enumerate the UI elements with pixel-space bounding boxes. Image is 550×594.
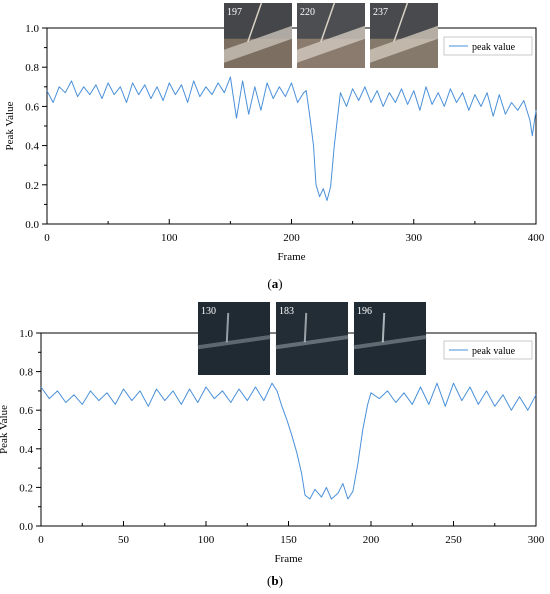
- thumbnail-frame-label: 196: [357, 306, 372, 317]
- panel-caption: (b): [267, 573, 283, 588]
- inset-thumbnail-183: 183: [275, 302, 349, 375]
- thumbnail-road: [297, 25, 365, 63]
- caption-letter: a: [272, 276, 279, 291]
- y-tick-label: 0.2: [19, 482, 33, 494]
- thumbnail-frame-label: 130: [201, 306, 216, 317]
- x-tick-label: 150: [280, 534, 297, 546]
- thumbnail-wire: [275, 335, 349, 350]
- x-tick-label: 100: [198, 534, 215, 546]
- x-axis-label: Frame: [277, 251, 305, 263]
- inset-thumbnail-130: 130: [197, 302, 271, 375]
- y-tick-label: 0.8: [25, 62, 39, 74]
- x-tick-label: 300: [406, 232, 423, 244]
- y-tick-label: 0.2: [25, 180, 39, 192]
- thumbnail-wire: [353, 335, 427, 350]
- y-tick-label: 0.6: [25, 101, 39, 113]
- inset-thumbnail-220: 220: [297, 2, 365, 68]
- series-line-peak-value: [40, 382, 537, 500]
- thumbnail-target: [303, 312, 308, 343]
- x-tick-label: 200: [363, 534, 380, 546]
- thumbnail-frame-label: 197: [227, 7, 242, 18]
- thumbnail-frame-label: 237: [373, 7, 388, 18]
- y-tick-label: 0.8: [19, 367, 33, 379]
- y-tick-label: 0.4: [19, 444, 33, 456]
- caption-letter: b: [271, 573, 278, 588]
- legend-label: peak value: [472, 42, 516, 53]
- thumbnail-road: [370, 25, 438, 63]
- y-tick-label: 1.0: [19, 328, 33, 340]
- thumbnail-frame-label: 183: [279, 306, 294, 317]
- x-tick-label: 200: [283, 232, 300, 244]
- x-tick-label: 400: [528, 232, 545, 244]
- y-tick-label: 1.0: [25, 23, 39, 35]
- y-axis-label: Peak Value: [0, 405, 10, 454]
- thumbnail-frame-label: 220: [300, 7, 315, 18]
- chart-panel-b: 0 50 100 150 200 250 300 0.0 0.2 0.4 0.6 0.8 1.0 Fram…: [0, 302, 545, 588]
- caption-paren-open: (: [267, 276, 271, 291]
- thumbnail-wire: [197, 335, 271, 350]
- inset-thumbnail-237: 237: [370, 2, 438, 68]
- caption-paren-open: (: [267, 573, 271, 588]
- inset-thumbnail-197: 197: [224, 2, 292, 68]
- thumbnail-pole: [320, 2, 336, 43]
- caption-paren-close: ): [279, 573, 283, 588]
- y-tick-label: 0.6: [19, 405, 33, 417]
- y-tick-label: 0.0: [19, 521, 33, 533]
- caption-paren-close: ): [278, 276, 282, 291]
- thumbnail-road: [224, 25, 292, 63]
- x-tick-label: 300: [528, 534, 545, 546]
- chart-panel-a: 0 100 200 300 400 0.0 0.2 0.4 0.6 0.8 1.0 Frame Peak…: [4, 2, 545, 291]
- inset-thumbnail-196: 196: [353, 302, 427, 375]
- legend-box: [443, 36, 533, 56]
- y-axis-label: Peak Value: [4, 101, 16, 150]
- thumbnail-target: [225, 312, 230, 343]
- thumbnail-target: [381, 312, 386, 343]
- series-line-peak-value: [46, 76, 537, 201]
- x-axis-label: Frame: [274, 553, 302, 565]
- x-tick-label: 100: [161, 232, 178, 244]
- x-tick-label: 0: [38, 534, 44, 546]
- panel-caption: (a): [267, 276, 282, 291]
- thumbnail-pole: [393, 2, 409, 43]
- y-tick-label: 0.0: [25, 219, 39, 231]
- x-tick-label: 0: [44, 232, 50, 244]
- legend-label: peak value: [472, 346, 516, 357]
- legend-box: [443, 340, 533, 360]
- x-tick-label: 50: [118, 534, 130, 546]
- x-tick-label: 250: [445, 534, 462, 546]
- y-tick-label: 0.4: [25, 141, 39, 153]
- thumbnail-pole: [247, 2, 263, 43]
